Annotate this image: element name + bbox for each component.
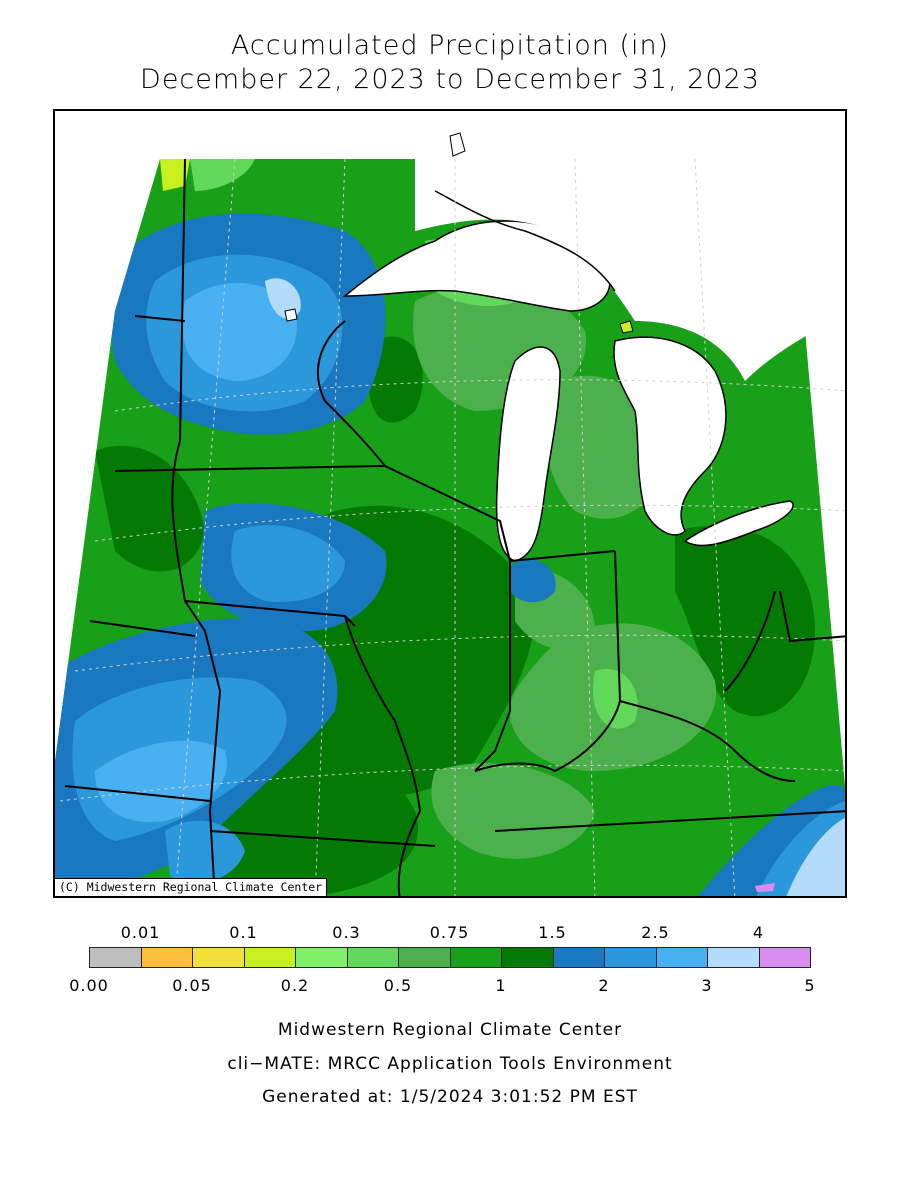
legend-lower-label: 0.00 <box>69 976 109 995</box>
legend-swatch <box>140 947 193 968</box>
legend-upper-label: 4 <box>752 923 765 942</box>
footer-org: Midwestern Regional Climate Center <box>277 1020 623 1040</box>
legend-swatch <box>604 947 657 968</box>
legend-upper-label: 0.75 <box>429 923 470 942</box>
map-canvas <box>55 132 845 896</box>
legend-lower-label: 3 <box>701 976 713 995</box>
legend-upper-label: 1.5 <box>538 923 567 942</box>
islands <box>284 132 466 322</box>
legend-upper-label: 2.5 <box>641 923 670 942</box>
legend-lower-label: 1 <box>495 976 507 995</box>
great-lakes <box>342 220 794 562</box>
precipitation-map: (C) Midwestern Regional Climate Center <box>53 109 847 898</box>
legend-lower-label: 5 <box>804 976 816 995</box>
legend-swatch <box>243 947 296 968</box>
legend-swatch <box>707 947 760 968</box>
legend-swatch <box>398 947 451 968</box>
map-title: Accumulated Precipitation (in) <box>230 30 670 61</box>
legend-lower-label: 0.05 <box>172 976 212 995</box>
legend-swatch <box>501 947 554 968</box>
footer-tool: cli−MATE: MRCC Application Tools Environ… <box>227 1054 673 1074</box>
legend-lower-label: 0.2 <box>280 976 310 995</box>
legend-swatch <box>192 947 245 968</box>
map-date-range: December 22, 2023 to December 31, 2023 <box>140 64 760 95</box>
legend-lower-label: 0.5 <box>383 976 413 995</box>
legend-lower-label: 2 <box>598 976 610 995</box>
legend-swatch <box>655 947 708 968</box>
legend-swatch <box>89 947 142 968</box>
legend-swatch <box>552 947 605 968</box>
legend-swatch <box>449 947 502 968</box>
map-credit: (C) Midwestern Regional Climate Center <box>55 878 328 896</box>
legend-upper-label: 0.3 <box>332 923 361 942</box>
legend-upper-label: 0.1 <box>229 923 258 942</box>
state-boundaries <box>64 158 845 896</box>
legend-swatch <box>758 947 811 968</box>
footer-generated: Generated at: 1/5/2024 3:01:52 PM EST <box>262 1087 638 1107</box>
legend-swatch <box>346 947 399 968</box>
graticule <box>59 158 845 896</box>
legend-upper-label: 0.01 <box>120 923 161 942</box>
legend-swatch <box>295 947 348 968</box>
